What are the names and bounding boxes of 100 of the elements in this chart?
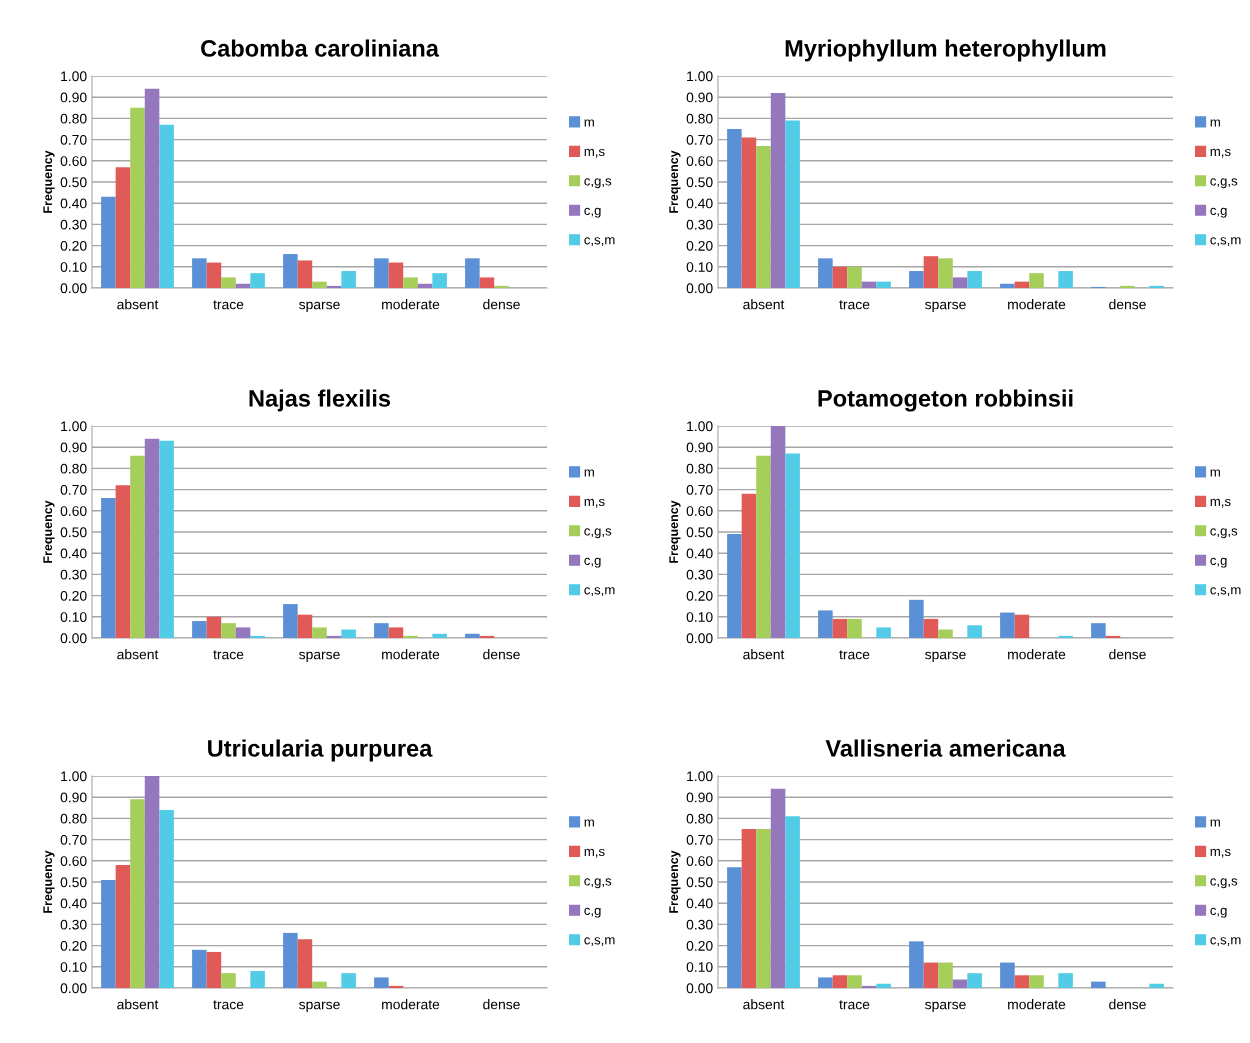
bar	[250, 971, 265, 988]
y-tick-label: 0.50	[60, 527, 87, 538]
bar	[818, 258, 833, 288]
chart-title: Najas flexilis	[249, 389, 391, 412]
x-tick-label: dense	[1109, 299, 1146, 310]
legend-label: c,s,m	[584, 237, 615, 247]
bar	[952, 979, 968, 988]
legend-label: m	[1210, 819, 1220, 827]
y-tick-label: 0.60	[686, 856, 713, 866]
bar	[785, 453, 800, 638]
legend-label: c,g	[1210, 907, 1227, 918]
legend-label: m	[584, 819, 594, 827]
bar	[847, 975, 862, 988]
x-tick-label: sparse	[299, 651, 340, 663]
bar	[832, 618, 848, 638]
x-tick-label: moderate	[382, 299, 440, 310]
y-tick-label: 0.30	[60, 569, 87, 580]
x-tick-label: sparse	[925, 1001, 966, 1013]
legend-label: c,g	[584, 907, 601, 918]
bar	[312, 981, 327, 988]
y-tick-label: 0.10	[686, 262, 713, 272]
bar	[479, 277, 495, 288]
bar	[432, 273, 447, 288]
bar	[727, 867, 742, 988]
bar	[876, 983, 891, 988]
bar	[847, 266, 862, 288]
x-tick-label: absent	[743, 649, 785, 660]
bar	[417, 283, 433, 288]
y-tick-label: 0.70	[686, 134, 713, 145]
y-tick-label: 0.00	[60, 983, 87, 994]
bar	[388, 627, 404, 638]
bar	[1058, 635, 1073, 638]
bar	[130, 455, 145, 638]
legend-label: m,s	[584, 498, 605, 508]
bar	[465, 258, 480, 288]
bar	[206, 951, 222, 988]
bar	[741, 829, 757, 988]
y-tick-label: 0.30	[686, 219, 713, 230]
bar	[341, 629, 356, 638]
y-axis-title: Frequency	[669, 500, 681, 563]
bar	[115, 167, 131, 288]
legend-label: c,g	[584, 207, 601, 218]
bar	[1014, 975, 1030, 988]
bar	[923, 256, 939, 288]
y-tick-label: 0.80	[686, 813, 713, 824]
x-tick-label: absent	[117, 649, 159, 660]
y-tick-label: 0.90	[686, 792, 713, 803]
y-tick-label: 0.50	[60, 877, 87, 888]
y-axis-title: Frequency	[43, 850, 55, 913]
y-tick-label: 0.20	[686, 590, 713, 601]
bar	[861, 985, 877, 988]
x-tick-label: trace	[839, 300, 870, 310]
bar	[741, 493, 757, 638]
bar	[159, 124, 174, 288]
y-axis-title: Frequency	[43, 500, 55, 563]
y-tick-label: 0.70	[686, 834, 713, 845]
bar	[297, 939, 313, 988]
y-axis-title: Frequency	[669, 850, 681, 913]
bar	[388, 985, 404, 988]
y-tick-label: 0.70	[60, 484, 87, 495]
bar	[756, 145, 771, 288]
bar	[1014, 281, 1030, 288]
y-tick-label: 0.20	[60, 590, 87, 601]
bar	[101, 879, 116, 988]
y-tick-label: 0.60	[686, 156, 713, 166]
legend-label: c,s,m	[1210, 237, 1241, 247]
bar	[115, 485, 131, 638]
y-tick-label: 0.90	[60, 792, 87, 803]
bar	[250, 635, 265, 638]
bar	[221, 973, 236, 988]
y-tick-label: 0.40	[686, 548, 713, 559]
bar	[403, 277, 418, 288]
x-tick-label: absent	[743, 999, 785, 1010]
x-tick-label: dense	[1109, 999, 1146, 1010]
y-tick-label: 0.10	[686, 612, 713, 622]
y-tick-label: 0.60	[686, 506, 713, 516]
y-tick-label: 0.10	[686, 962, 713, 972]
y-tick-label: 1.00	[61, 771, 87, 782]
legend-label: m,s	[1210, 148, 1231, 158]
chart-title: Potamogeton robbinsii	[818, 389, 1073, 412]
bar	[818, 610, 833, 638]
bar	[312, 281, 327, 288]
bar	[1149, 983, 1164, 988]
bar	[206, 616, 222, 638]
bar	[101, 196, 116, 288]
bar	[952, 277, 968, 288]
y-tick-label: 0.50	[686, 177, 713, 188]
y-axis-title: Frequency	[669, 150, 681, 213]
y-tick-label: 0.80	[686, 113, 713, 124]
legend-label: m	[584, 119, 594, 127]
bar	[159, 809, 174, 988]
x-tick-label: moderate	[1008, 299, 1066, 310]
chart-title: Vallisneria americana	[825, 739, 1066, 757]
y-tick-label: 0.10	[60, 262, 87, 272]
x-tick-label: absent	[743, 299, 785, 310]
y-tick-label: 0.80	[60, 813, 87, 824]
x-tick-label: trace	[839, 1000, 870, 1010]
y-tick-label: 0.40	[686, 198, 713, 209]
y-tick-label: 0.80	[686, 463, 713, 474]
bar	[756, 829, 771, 988]
